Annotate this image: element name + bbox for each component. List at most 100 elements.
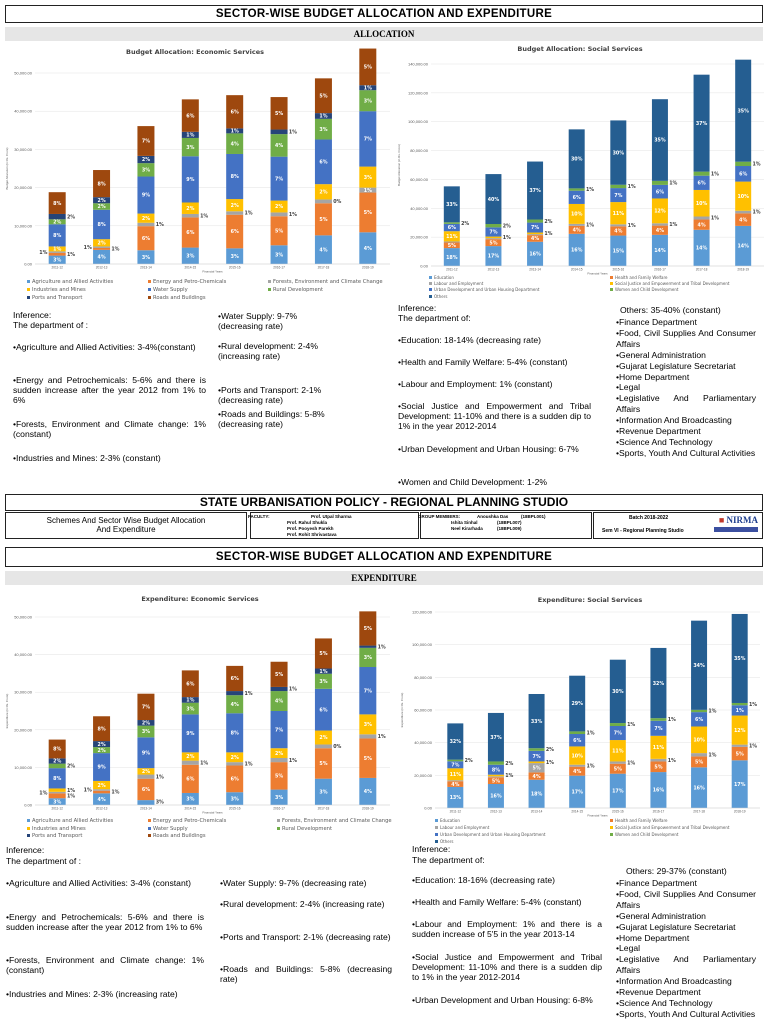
data-label: 1%: [364, 85, 372, 91]
data-label: 7%: [451, 762, 459, 768]
data-label: 2%: [186, 206, 194, 212]
data-label: 2%: [465, 758, 473, 764]
bar-segment: [443, 248, 460, 266]
data-label: 1%: [319, 669, 327, 675]
bar-segment: [270, 212, 288, 217]
bar-segment: [610, 224, 627, 227]
data-label: 4%: [614, 229, 622, 235]
bar-segment: [485, 239, 502, 247]
data-label: 5%: [275, 111, 283, 117]
y-tick-label: 10,000.00: [14, 765, 33, 770]
bar-segment: [447, 759, 464, 762]
data-label: 5%: [364, 626, 372, 632]
legend-label: Rural Development: [273, 287, 323, 293]
batch-box: Batch 2018-2022 Sem VI - Regional Planni…: [593, 512, 763, 539]
y-tick-label: 0.00: [424, 806, 433, 811]
legend-label: Urban Development and Urban Housing Depa…: [440, 832, 546, 837]
inference-item: •Forests, Environment and Climate change…: [6, 955, 204, 975]
others-item: •Home Department: [616, 932, 690, 943]
data-label: 3%: [142, 255, 150, 261]
inference-item: •Water Supply: 9-7% (decreasing rate): [218, 311, 298, 331]
others-item: •Legal: [616, 943, 641, 954]
bar-segment: [137, 250, 155, 264]
x-tick-label: 2016-17: [273, 266, 285, 270]
bar-segment: [650, 735, 667, 759]
bar-segment: [691, 756, 708, 768]
x-tick-label: 2012-13: [96, 807, 108, 811]
bar-segment: [691, 620, 708, 710]
data-label: 6%: [186, 230, 194, 236]
inference-item: •Education: 18-14% (decreasing rate): [398, 335, 541, 345]
bar-segment: [359, 111, 377, 167]
bar-segment: [568, 190, 585, 204]
data-label: 7%: [654, 726, 662, 732]
bar-segment: [447, 768, 464, 781]
section-title-bottom: SECTOR-WISE BUDGET ALLOCATION AND EXPEND…: [5, 547, 763, 567]
legend-label: Industries and Mines: [32, 826, 86, 832]
y-tick-label: 10,000.00: [14, 223, 33, 228]
data-label: 1%: [289, 212, 297, 218]
data-label: 8%: [231, 731, 239, 737]
bar-segment: [568, 225, 585, 234]
bar-segment: [137, 155, 155, 164]
data-label: 3%: [186, 253, 194, 259]
data-label: 17%: [571, 790, 583, 796]
data-label: 4%: [364, 789, 372, 795]
x-tick-label: 2013-14: [529, 268, 541, 272]
bar-segment: [691, 767, 708, 808]
bar-segment: [359, 187, 377, 193]
bar-segment: [693, 216, 710, 220]
data-label: 6%: [142, 787, 150, 793]
data-label: 3%: [186, 706, 194, 712]
bar-segment: [137, 176, 155, 214]
bar-segment: [487, 777, 504, 784]
x-tick-label: 2016-17: [273, 807, 285, 811]
data-label: 33%: [531, 719, 543, 725]
data-label: 9%: [186, 731, 194, 737]
data-label: 29%: [571, 701, 583, 707]
legend-label: Roads and Buildings: [153, 833, 206, 839]
others-item: •Information And Broadcasting: [616, 415, 732, 426]
data-label: 2%: [97, 240, 105, 246]
data-label: 1%: [111, 247, 119, 253]
data-label: 5%: [319, 651, 327, 657]
bar-segment: [93, 780, 111, 790]
bar-segment: [731, 613, 748, 703]
legend-swatch: [148, 834, 151, 837]
member-id: (18BPL009): [497, 526, 522, 531]
data-label: 11%: [612, 748, 624, 754]
legend-swatch: [27, 819, 30, 822]
bar-segment: [137, 737, 155, 769]
data-label: 32%: [450, 739, 462, 745]
bar-segment: [693, 219, 710, 230]
bar-segment: [485, 238, 502, 240]
inference-item: •Women and Child Development: 1-2%: [398, 477, 548, 487]
data-label: 8%: [97, 222, 105, 228]
y-tick-label: 140,000.00: [408, 62, 429, 67]
data-label: 1%: [586, 223, 594, 229]
others-item: •Gujarat Legislature Secretariat: [616, 360, 736, 371]
bar-segment: [485, 246, 502, 266]
bar-segment: [314, 118, 332, 140]
legend-label: Education: [434, 275, 454, 280]
bar-segment: [270, 711, 288, 749]
data-label: 4%: [531, 236, 539, 242]
data-label: 2%: [319, 190, 327, 196]
bar-segment: [270, 748, 288, 758]
chart-title: Expenditure: Economic Services: [141, 595, 258, 603]
bar-segment: [314, 184, 332, 200]
legend-label: Water Supply: [153, 826, 188, 832]
faculty-name: Prof. Utpal Sharma: [311, 514, 352, 519]
data-label: 5%: [275, 774, 283, 780]
bar-segment: [48, 246, 66, 252]
data-label: 2%: [67, 214, 75, 220]
bar-segment: [527, 241, 544, 266]
member-name: Ishita Sinhal: [451, 520, 478, 525]
bar-segment: [48, 793, 66, 799]
faculty-label: FACULTY:: [248, 514, 270, 519]
others-item: •Legal: [616, 382, 641, 393]
bar-segment: [569, 775, 586, 808]
data-label: 35%: [734, 656, 746, 662]
data-label: 11%: [450, 772, 462, 778]
inference-item: •Energy and Petrochemicals: 5-6% and the…: [6, 912, 204, 932]
